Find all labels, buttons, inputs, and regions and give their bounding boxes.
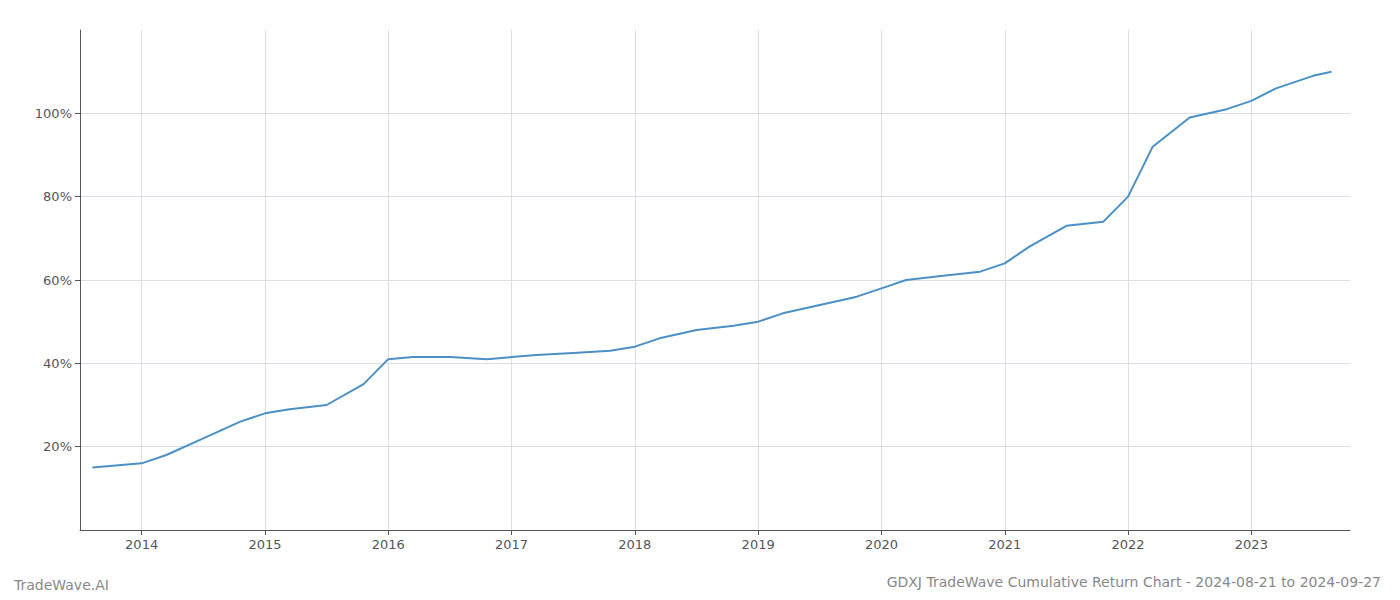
svg-text:2015: 2015 [248, 537, 281, 552]
svg-text:100%: 100% [35, 106, 72, 121]
svg-text:60%: 60% [43, 273, 72, 288]
svg-text:2017: 2017 [495, 537, 528, 552]
svg-text:2020: 2020 [865, 537, 898, 552]
svg-text:80%: 80% [43, 189, 72, 204]
svg-text:2022: 2022 [1112, 537, 1145, 552]
svg-text:20%: 20% [43, 439, 72, 454]
svg-text:2021: 2021 [988, 537, 1021, 552]
svg-text:2023: 2023 [1235, 537, 1268, 552]
svg-text:TradeWave.AI: TradeWave.AI [13, 577, 109, 593]
svg-text:GDXJ TradeWave Cumulative Retu: GDXJ TradeWave Cumulative Return Chart -… [887, 574, 1381, 590]
svg-text:2019: 2019 [742, 537, 775, 552]
svg-text:40%: 40% [43, 356, 72, 371]
svg-text:2018: 2018 [618, 537, 651, 552]
svg-text:2016: 2016 [372, 537, 405, 552]
svg-text:2014: 2014 [125, 537, 158, 552]
